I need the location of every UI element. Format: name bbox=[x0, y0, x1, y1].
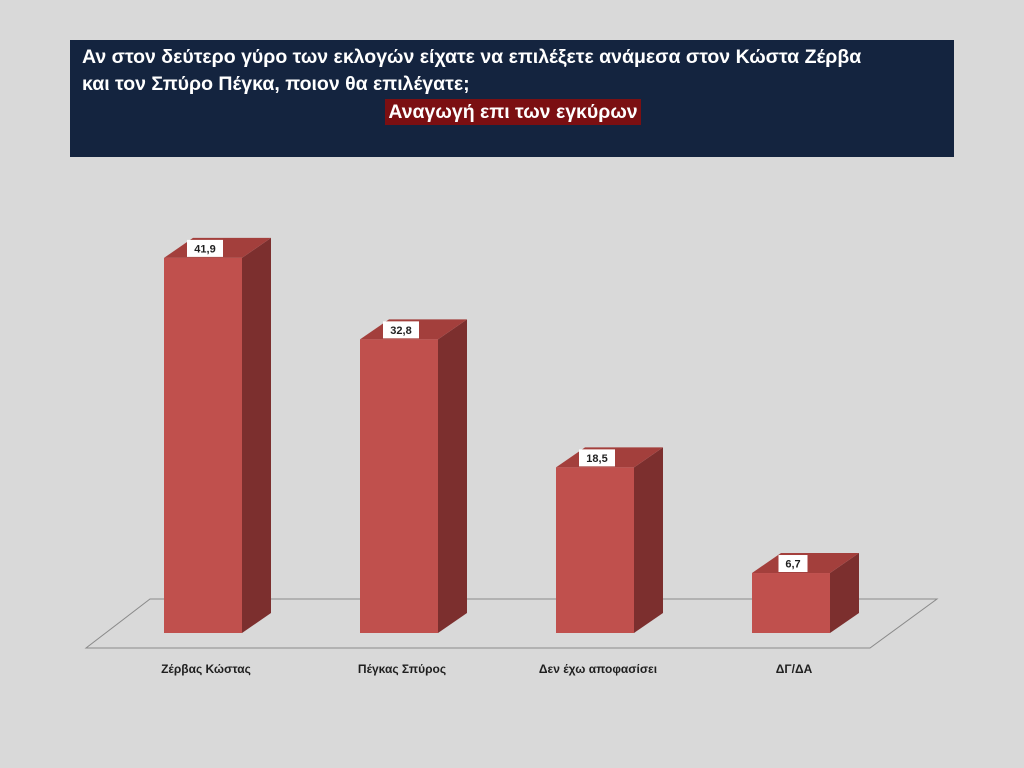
chart-subtitle: Αναγωγή επι των εγκύρων bbox=[385, 99, 641, 125]
category-label: Ζέρβας Κώστας bbox=[161, 662, 251, 676]
value-label-box bbox=[383, 321, 419, 339]
value-label-box bbox=[778, 555, 808, 573]
category-label: ΔΓ/ΔΑ bbox=[776, 662, 813, 676]
category-label: Δεν έχω αποφασίσει bbox=[539, 662, 657, 676]
category-label: Πέγκας Σπύρος bbox=[358, 662, 446, 676]
value-label: 18,5 bbox=[586, 453, 607, 465]
bar-side bbox=[242, 237, 271, 633]
bar-side bbox=[634, 447, 663, 633]
bar bbox=[752, 573, 830, 633]
title-box: Αν στον δεύτερο γύρο των εκλογών είχατε … bbox=[70, 40, 954, 157]
value-label-box bbox=[187, 239, 223, 257]
bar bbox=[556, 467, 634, 633]
bar-side bbox=[438, 319, 467, 633]
value-label: 41,9 bbox=[194, 243, 215, 255]
value-label: 6,7 bbox=[785, 559, 800, 571]
value-label-box bbox=[579, 449, 615, 467]
chart-title: Αν στον δεύτερο γύρο των εκλογών είχατε … bbox=[82, 46, 862, 95]
bar bbox=[360, 339, 438, 633]
chart-floor bbox=[84, 598, 939, 649]
value-label: 32,8 bbox=[390, 325, 411, 337]
bar bbox=[164, 257, 242, 633]
bar-side bbox=[830, 553, 859, 633]
